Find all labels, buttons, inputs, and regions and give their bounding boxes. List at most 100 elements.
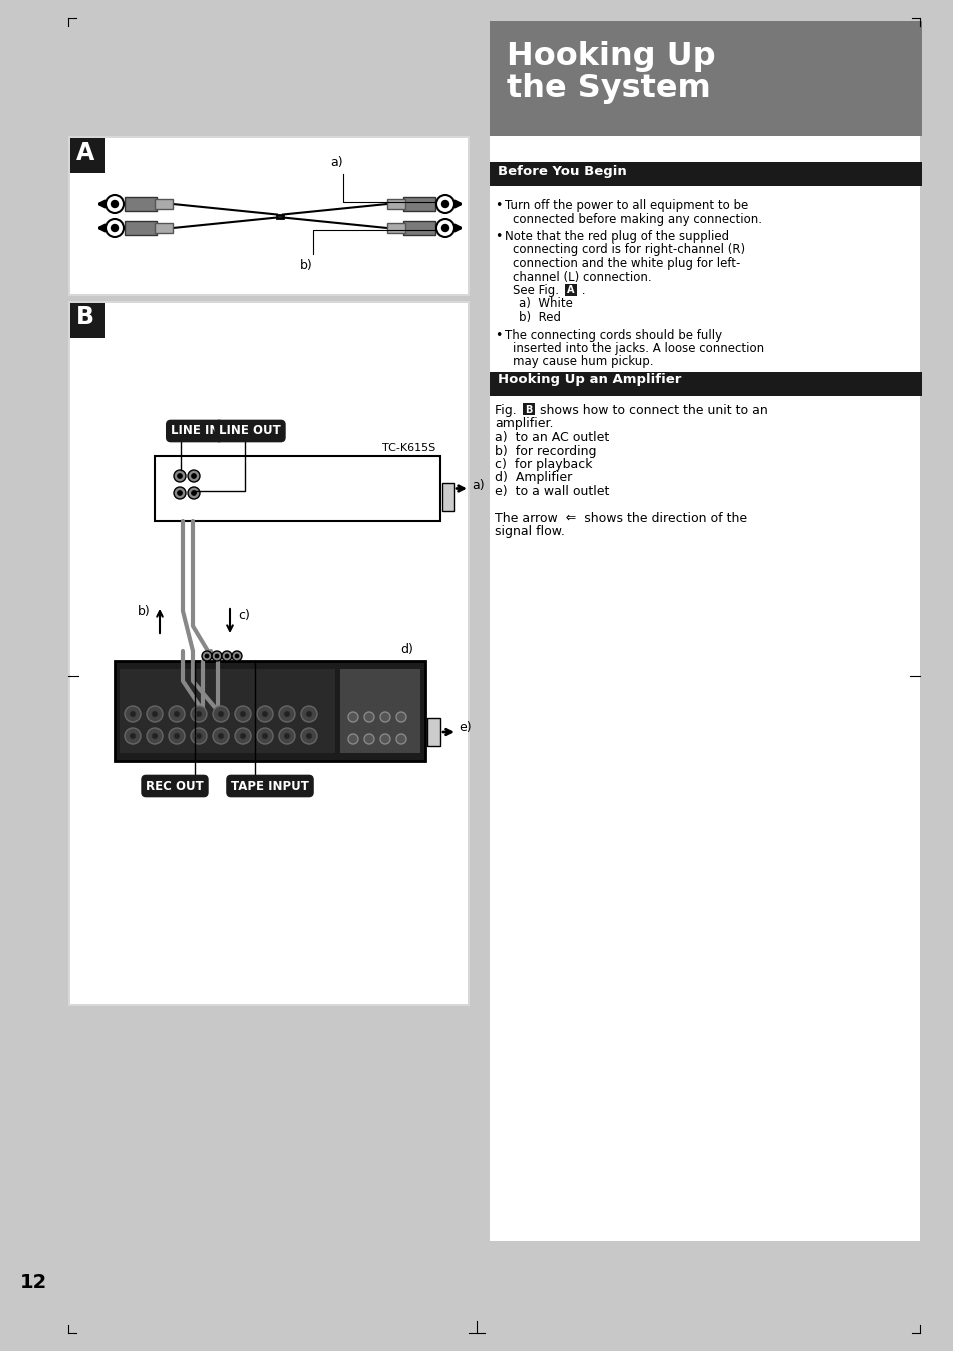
Bar [154, 199, 172, 209]
Circle shape [191, 728, 207, 744]
Bar [490, 61, 919, 1242]
Bar [125, 197, 157, 211]
Circle shape [301, 728, 316, 744]
Text: e): e) [458, 720, 471, 734]
Text: a)  White: a) White [518, 297, 572, 311]
Circle shape [256, 728, 273, 744]
Text: Before You Begin: Before You Begin [497, 165, 626, 178]
Bar [115, 661, 424, 761]
Circle shape [125, 707, 141, 721]
Text: The arrow  ⇐  shows the direction of the: The arrow ⇐ shows the direction of the [495, 512, 746, 526]
Bar [402, 197, 435, 211]
Text: The connecting cords should be fully: The connecting cords should be fully [504, 328, 721, 342]
Text: the System: the System [506, 73, 710, 104]
Circle shape [195, 734, 202, 739]
Circle shape [173, 711, 180, 717]
Text: c): c) [237, 609, 250, 623]
Circle shape [240, 711, 246, 717]
Circle shape [364, 712, 374, 721]
Bar [387, 199, 405, 209]
Circle shape [278, 707, 294, 721]
Text: d)  Amplifier: d) Amplifier [495, 471, 572, 485]
Bar [490, 162, 921, 186]
Circle shape [112, 224, 118, 231]
Text: REC OUT: REC OUT [146, 780, 204, 793]
Circle shape [306, 734, 312, 739]
Bar [154, 223, 172, 232]
Text: TAPE INPUT: TAPE INPUT [231, 780, 309, 793]
Text: a): a) [472, 480, 484, 492]
Bar [70, 303, 468, 1004]
Text: amplifier.: amplifier. [495, 417, 553, 431]
Text: signal flow.: signal flow. [495, 526, 564, 539]
Circle shape [212, 651, 222, 661]
Text: b)  Red: b) Red [518, 311, 560, 324]
Bar [120, 669, 335, 753]
Circle shape [195, 711, 202, 717]
Circle shape [213, 728, 229, 744]
Text: LINE IN: LINE IN [171, 424, 219, 438]
Bar [402, 222, 435, 235]
Text: B: B [524, 405, 532, 415]
Text: shows how to connect the unit to an: shows how to connect the unit to an [536, 404, 767, 417]
Circle shape [147, 707, 163, 721]
Bar [387, 223, 405, 232]
Circle shape [262, 711, 268, 717]
Circle shape [284, 734, 290, 739]
Text: A: A [76, 141, 94, 165]
Circle shape [125, 728, 141, 744]
Circle shape [177, 473, 182, 478]
Text: A: A [566, 285, 574, 295]
Circle shape [188, 486, 200, 499]
Circle shape [147, 728, 163, 744]
Circle shape [234, 707, 251, 721]
Circle shape [214, 654, 219, 658]
Text: Fig.: Fig. [495, 404, 520, 417]
Circle shape [441, 200, 448, 208]
Text: TC-K615S: TC-K615S [381, 443, 435, 453]
Text: b): b) [299, 259, 313, 272]
Circle shape [278, 728, 294, 744]
Circle shape [395, 734, 406, 744]
Circle shape [306, 711, 312, 717]
Bar [154, 457, 439, 521]
Bar [125, 222, 157, 235]
Text: •: • [495, 230, 502, 243]
Text: .: . [578, 284, 585, 297]
Circle shape [364, 734, 374, 744]
Bar [427, 717, 439, 746]
Circle shape [441, 224, 448, 231]
Text: connection and the white plug for left-: connection and the white plug for left- [513, 257, 740, 270]
Circle shape [218, 734, 224, 739]
Bar [522, 403, 535, 415]
Text: a): a) [330, 155, 342, 169]
Bar [339, 669, 419, 753]
Text: inserted into the jacks. A loose connection: inserted into the jacks. A loose connect… [513, 342, 763, 355]
Circle shape [225, 654, 229, 658]
Text: d): d) [399, 643, 413, 657]
Text: e)  to a wall outlet: e) to a wall outlet [495, 485, 609, 499]
Circle shape [232, 651, 242, 661]
Bar [490, 372, 921, 396]
Circle shape [192, 490, 196, 496]
Circle shape [173, 486, 186, 499]
Circle shape [240, 734, 246, 739]
Bar [490, 22, 921, 136]
Circle shape [262, 734, 268, 739]
Circle shape [112, 200, 118, 208]
Circle shape [152, 734, 158, 739]
Circle shape [205, 654, 209, 658]
Text: b)  for recording: b) for recording [495, 444, 596, 458]
Text: LINE OUT: LINE OUT [219, 424, 280, 438]
Text: connected before making any connection.: connected before making any connection. [513, 212, 761, 226]
Text: See Fig.: See Fig. [513, 284, 562, 297]
Circle shape [202, 651, 212, 661]
Text: c)  for playback: c) for playback [495, 458, 592, 471]
Bar [68, 136, 470, 296]
Bar [70, 303, 105, 338]
Text: Hooking Up: Hooking Up [506, 41, 715, 72]
Text: Note that the red plug of the supplied: Note that the red plug of the supplied [504, 230, 728, 243]
Text: b): b) [138, 604, 151, 617]
Circle shape [348, 712, 357, 721]
Text: a)  to an AC outlet: a) to an AC outlet [495, 431, 609, 444]
